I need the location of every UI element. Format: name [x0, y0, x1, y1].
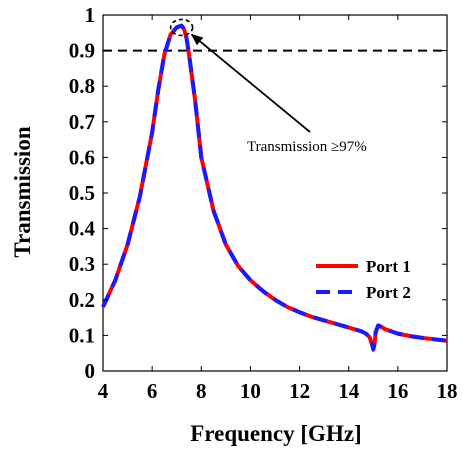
y-tick-label: 0.9 — [69, 39, 95, 63]
y-tick-label: 0.8 — [69, 74, 95, 98]
y-tick-label: 0.7 — [69, 110, 95, 134]
plot-frame — [102, 14, 448, 372]
series-line-port-2 — [101, 23, 448, 352]
y-tick-label: 0.4 — [69, 217, 96, 241]
plot-border — [102, 14, 448, 372]
legend-label: Port 2 — [366, 283, 411, 302]
x-tick-label: 4 — [98, 379, 109, 403]
y-axis-title: Transmission — [10, 126, 35, 257]
peak-highlight-ellipse — [169, 18, 194, 37]
annotation-layer: Transmission ≥97% — [169, 18, 367, 155]
y-tick-label: 0.2 — [69, 288, 95, 312]
y-tick-label: 0.3 — [69, 252, 95, 276]
y-tick-label: 0.6 — [69, 145, 95, 169]
annotation-arrow — [190, 33, 311, 133]
y-tick-label: 0.5 — [69, 181, 95, 205]
x-axis-title: Frequency [GHz] — [190, 421, 361, 446]
x-tick-label: 14 — [338, 379, 360, 403]
x-tick-label: 12 — [289, 379, 310, 403]
series-layer — [101, 23, 448, 352]
legend-label: Port 1 — [366, 257, 411, 276]
x-tick-label: 6 — [147, 379, 158, 403]
annotation-text: Transmission ≥97% — [247, 139, 367, 155]
y-tick-label: 1 — [85, 3, 96, 27]
y-tick-label: 0 — [85, 359, 96, 383]
x-tick-label: 8 — [196, 379, 207, 403]
x-tick-label: 10 — [240, 379, 261, 403]
x-tick-label: 16 — [387, 379, 408, 403]
ticks-layer: 4 6 8 10 12 14 16 18 0 0.1 0.2 0.3 0.4 0.5 0.6 0.7 0.8 0.… — [69, 3, 458, 403]
legend: Port 1 Port 2 — [316, 257, 411, 302]
x-tick-label: 18 — [437, 379, 458, 403]
y-tick-label: 0.1 — [69, 323, 95, 347]
